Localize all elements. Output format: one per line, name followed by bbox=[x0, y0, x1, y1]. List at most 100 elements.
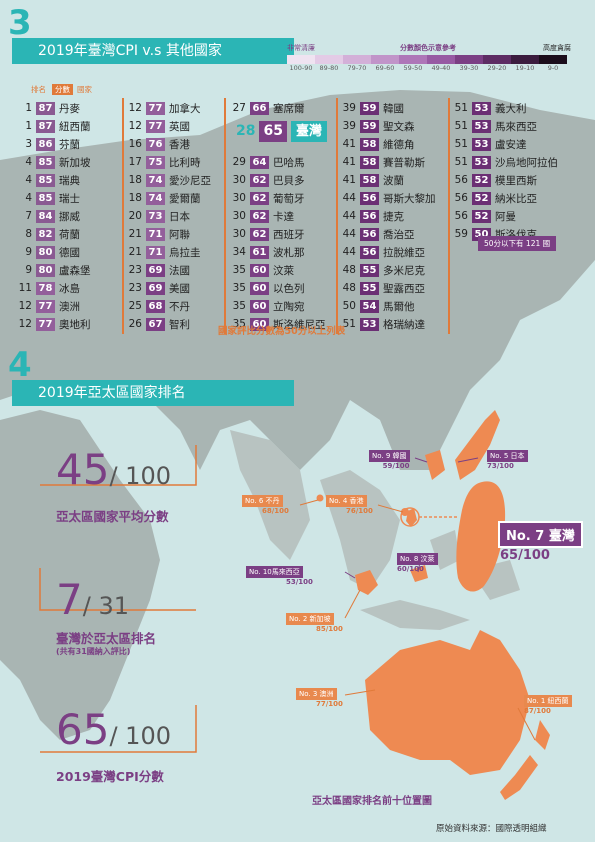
country-name: 喬治亞 bbox=[383, 228, 415, 241]
ranking-row: 21 71 阿聯 bbox=[122, 225, 211, 243]
score-badge: 69 bbox=[146, 281, 165, 295]
ranking-row: 8 82 荷蘭 bbox=[12, 225, 91, 243]
score-badge: 52 bbox=[472, 191, 491, 205]
section3-title: 2019年臺灣CPI v.s 其他國家 bbox=[12, 38, 294, 64]
avg-score-stat: 45/ 100 bbox=[56, 448, 171, 498]
score-badge: 75 bbox=[146, 155, 165, 169]
rank: 30 bbox=[232, 228, 246, 240]
ranking-row: 41 58 賽普勒斯 bbox=[336, 153, 436, 171]
rank: 21 bbox=[128, 246, 142, 258]
rank: 20 bbox=[128, 210, 142, 222]
rank: 3 bbox=[25, 138, 32, 150]
map-label-singapore: No. 2 新加坡 85/100 bbox=[286, 613, 343, 633]
source-credit: 原始資料來源：國際透明組織 bbox=[436, 824, 547, 834]
ranking-row: 35 60 立陶宛 bbox=[226, 297, 326, 315]
ranking-row: 41 58 波蘭 bbox=[336, 171, 436, 189]
map-label-tag: No. 3 澳洲 bbox=[296, 688, 337, 700]
country-name: 哥斯大黎加 bbox=[383, 192, 436, 205]
score-badge: 62 bbox=[250, 227, 269, 241]
avg-score-label: 亞太區國家平均分數 bbox=[56, 509, 169, 524]
ranking-row: 44 56 哥斯大黎加 bbox=[336, 189, 436, 207]
rank: 1 bbox=[25, 102, 32, 114]
score-badge: 82 bbox=[36, 227, 55, 241]
legend-swatch bbox=[287, 55, 315, 64]
ranking-row: 35 60 汶萊 bbox=[226, 261, 326, 279]
rank: 23 bbox=[128, 264, 142, 276]
country-name: 沙烏地阿拉伯 bbox=[495, 156, 558, 169]
ranking-row: 35 60 以色列 bbox=[226, 279, 326, 297]
map-label-score: 73/100 bbox=[487, 462, 514, 470]
score-badge: 53 bbox=[472, 101, 491, 115]
score-badge: 60 bbox=[250, 299, 269, 313]
rank: 41 bbox=[342, 138, 356, 150]
country-name: 多米尼克 bbox=[383, 264, 425, 277]
country-name: 馬爾他 bbox=[383, 300, 415, 313]
score-badge: 80 bbox=[36, 245, 55, 259]
country-name: 芬蘭 bbox=[59, 138, 80, 151]
map-label-score: 77/100 bbox=[316, 700, 343, 708]
ranking-row: 56 52 模里西斯 bbox=[448, 171, 558, 189]
rank: 44 bbox=[342, 210, 356, 222]
legend-range-label: 79-70 bbox=[347, 64, 367, 72]
ranking-row: 18 74 愛沙尼亞 bbox=[122, 171, 211, 189]
ranking-row: 30 62 巴貝多 bbox=[226, 171, 326, 189]
legend-range-label: 49-40 bbox=[431, 64, 451, 72]
legend-range-label: 100-90 bbox=[289, 64, 313, 72]
map-label-hongkong: No. 4 香港 76/100 bbox=[326, 495, 373, 515]
ranking-row: 12 77 英國 bbox=[122, 117, 211, 135]
rank: 30 bbox=[232, 192, 246, 204]
score-badge: 71 bbox=[146, 227, 165, 241]
ranking-row: 39 59 聖文森 bbox=[336, 117, 436, 135]
ranking-row: 16 76 香港 bbox=[122, 135, 211, 153]
legend-left-label: 非常清廉 bbox=[287, 44, 315, 52]
taiwan-rank: 28 bbox=[236, 123, 256, 139]
ranking-row: 48 55 聖露西亞 bbox=[336, 279, 436, 297]
rank: 41 bbox=[342, 174, 356, 186]
rank: 12 bbox=[18, 300, 32, 312]
ranking-row: 51 53 馬來西亞 bbox=[448, 117, 558, 135]
score-badge: 62 bbox=[250, 209, 269, 223]
taiwan-rank-value: 7 bbox=[56, 575, 83, 624]
country-name: 波蘭 bbox=[383, 174, 404, 187]
rank-header: 排名 bbox=[31, 85, 46, 94]
rank: 41 bbox=[342, 156, 356, 168]
ranking-row: 30 62 西班牙 bbox=[226, 225, 326, 243]
ranking-row: 56 52 納米比亞 bbox=[448, 189, 558, 207]
score-badge: 74 bbox=[146, 191, 165, 205]
rank: 30 bbox=[232, 210, 246, 222]
country-name: 比利時 bbox=[169, 156, 201, 169]
ranking-row: 27 66 塞席爾 bbox=[226, 99, 326, 117]
ranking-column-2: 12 77 加拿大 12 77 英國 16 76 香港 17 75 比利時 18 74 愛沙尼亞 18 74 愛爾… bbox=[122, 99, 211, 333]
rank: 23 bbox=[128, 282, 142, 294]
score-badge: 73 bbox=[146, 209, 165, 223]
map-label-tag: No. 10馬來西亞 bbox=[246, 566, 303, 578]
legend-swatch bbox=[315, 55, 343, 64]
ranking-row: 4 85 瑞士 bbox=[12, 189, 91, 207]
column-headers: 排名 分數 國家 bbox=[31, 84, 92, 95]
country-name: 烏拉圭 bbox=[169, 246, 201, 259]
column-divider bbox=[224, 98, 226, 334]
column-divider bbox=[122, 98, 124, 334]
rank: 51 bbox=[454, 138, 468, 150]
section4-number: 4 bbox=[8, 345, 32, 385]
ranking-column-4: 39 59 韓國 39 59 聖文森 41 58 維德角 41 58 賽普勒斯 41 58 波蘭 44 56 哥斯… bbox=[336, 99, 436, 333]
score-badge: 77 bbox=[146, 119, 165, 133]
country-name: 美國 bbox=[169, 282, 190, 295]
country-name: 卡達 bbox=[273, 210, 294, 223]
score-badge: 76 bbox=[146, 137, 165, 151]
country-name: 塞席爾 bbox=[273, 102, 305, 115]
country-name: 葡萄牙 bbox=[273, 192, 305, 205]
score-badge: 58 bbox=[360, 173, 379, 187]
rank: 4 bbox=[25, 174, 32, 186]
legend-swatch bbox=[511, 55, 539, 64]
legend-swatch bbox=[427, 55, 455, 64]
score-badge: 55 bbox=[360, 281, 379, 295]
country-name: 丹麥 bbox=[59, 102, 80, 115]
legend-range-label: 69-60 bbox=[375, 64, 395, 72]
legend-swatch bbox=[399, 55, 427, 64]
rank: 35 bbox=[232, 282, 246, 294]
score-badge: 56 bbox=[360, 227, 379, 241]
ranking-row: 4 85 瑞典 bbox=[12, 171, 91, 189]
score-badge: 64 bbox=[250, 155, 269, 169]
ranking-row: 56 52 阿曼 bbox=[448, 207, 558, 225]
